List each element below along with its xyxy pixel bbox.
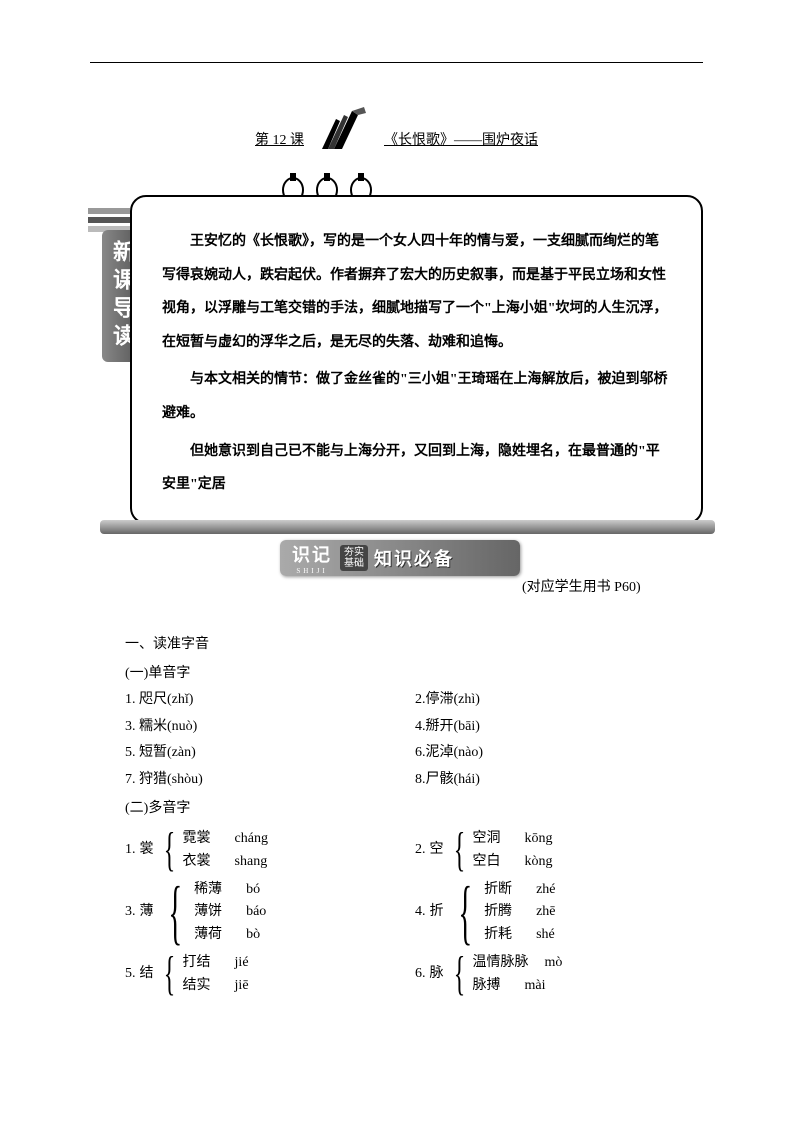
mono-row: 5. 短暂(zàn)6.泥淖(nào) (125, 740, 695, 767)
intro-frame: 王安忆的《长恨歌》，写的是一个女人四十年的情与爱，一支细腻而绚烂的笔写得哀婉动人… (130, 195, 703, 524)
subsection-1: (一)单音字 (125, 661, 695, 688)
mono-item: 6.泥淖(nào) (415, 740, 685, 767)
poly-option: 折腾zhē (484, 901, 555, 923)
poly-option: 霓裳cháng (183, 828, 268, 850)
poly-option: 折耗shé (484, 924, 555, 946)
poly-option: 温情脉脉mò (473, 952, 563, 974)
banner-left-main: 识记 (292, 541, 332, 567)
intro-box: 王安忆的《长恨歌》，写的是一个女人四十年的情与爱，一支细腻而绚烂的笔写得哀婉动人… (130, 195, 703, 524)
subsection-2: (二)多音字 (125, 796, 695, 823)
intro-paragraph-1: 王安忆的《长恨歌》，写的是一个女人四十年的情与爱，一支细腻而绚烂的笔写得哀婉动人… (162, 225, 671, 359)
mono-item: 4.掰开(bāi) (415, 714, 685, 741)
top-divider (90, 62, 703, 63)
content: 一、读准字音 (一)单音字 1. 咫尺(zhǐ)2.停滞(zhì)3. 糯米(n… (125, 630, 695, 997)
mono-item: 1. 咫尺(zhǐ) (125, 687, 415, 714)
poly-item: 1.裳{霓裳cháng衣裳shang (125, 828, 415, 873)
banner-mid: 夯实 基础 (340, 545, 368, 571)
brace-icon: { (458, 887, 472, 937)
lesson-title: 《长恨歌》——围炉夜话 (384, 129, 538, 153)
brace-icon: { (453, 831, 465, 869)
banner-right: 知识必备 (374, 545, 454, 571)
poly-option: 薄饼báo (194, 901, 266, 923)
poly-option: 打结jié (183, 952, 249, 974)
poly-item: 2.空{空洞kōng空白kòng (415, 828, 685, 873)
banner-left-sub: SHIJI (296, 567, 327, 575)
mono-item: 3. 糯米(nuò) (125, 714, 415, 741)
poly-row: 5.结{打结jié结实jiē6.脉{温情脉脉mò脉搏mài (125, 952, 695, 997)
lesson-header: 第 12 课 《长恨歌》——围炉夜话 (90, 105, 703, 153)
mono-row: 3. 糯米(nuò)4.掰开(bāi) (125, 714, 695, 741)
mono-row: 7. 狩猎(shòu)8.尸骸(hái) (125, 767, 695, 794)
poly-option: 空洞kōng (473, 828, 553, 850)
poly-option: 空白kòng (473, 851, 553, 873)
mono-item: 8.尸骸(hái) (415, 767, 685, 794)
poly-option: 衣裳shang (183, 851, 268, 873)
intro-text: 王安忆的《长恨歌》，写的是一个女人四十年的情与爱，一支细腻而绚烂的笔写得哀婉动人… (162, 225, 671, 502)
brace-icon: { (163, 955, 175, 993)
brace-icon: { (168, 887, 182, 937)
poly-item: 4.折{折断zhé折腾zhē折耗shé (415, 879, 685, 946)
intro-bottom-bar (100, 520, 715, 534)
mono-row: 1. 咫尺(zhǐ)2.停滞(zhì) (125, 687, 695, 714)
poly-option: 结实jiē (183, 975, 249, 997)
mono-item: 7. 狩猎(shòu) (125, 767, 415, 794)
polyphone-list: 1.裳{霓裳cháng衣裳shang2.空{空洞kōng空白kòng3.薄{稀薄… (125, 828, 695, 997)
poly-row: 1.裳{霓裳cháng衣裳shang2.空{空洞kōng空白kòng (125, 828, 695, 873)
monophone-list: 1. 咫尺(zhǐ)2.停滞(zhì)3. 糯米(nuò)4.掰开(bāi)5.… (125, 687, 695, 793)
brush-icon (314, 105, 374, 153)
intro-paragraph-3: 但她意识到自己已不能与上海分开，又回到上海，隐姓埋名，在最普通的"平安里"定居 (162, 435, 671, 502)
mono-item: 2.停滞(zhì) (415, 687, 685, 714)
poly-option: 薄荷bò (194, 924, 266, 946)
poly-row: 3.薄{稀薄bó薄饼báo薄荷bò4.折{折断zhé折腾zhē折耗shé (125, 879, 695, 946)
section-banner: 识记 SHIJI 夯实 基础 知识必备 (280, 540, 520, 576)
page-reference: (对应学生用书 P60) (522, 576, 641, 596)
lesson-number: 第 12 课 (255, 129, 304, 153)
poly-item: 3.薄{稀薄bó薄饼báo薄荷bò (125, 879, 415, 946)
brace-icon: { (163, 831, 175, 869)
intro-fade (134, 494, 699, 522)
poly-option: 折断zhé (484, 879, 555, 901)
brace-icon: { (453, 955, 465, 993)
poly-option: 稀薄bó (194, 879, 266, 901)
poly-item: 6.脉{温情脉脉mò脉搏mài (415, 952, 685, 997)
intro-paragraph-2: 与本文相关的情节：做了金丝雀的"三小姐"王琦瑶在上海解放后，被迫到邬桥避难。 (162, 363, 671, 430)
poly-item: 5.结{打结jié结实jiē (125, 952, 415, 997)
mono-item: 5. 短暂(zàn) (125, 740, 415, 767)
section-heading: 一、读准字音 (125, 632, 695, 659)
poly-option: 脉搏mài (473, 975, 563, 997)
